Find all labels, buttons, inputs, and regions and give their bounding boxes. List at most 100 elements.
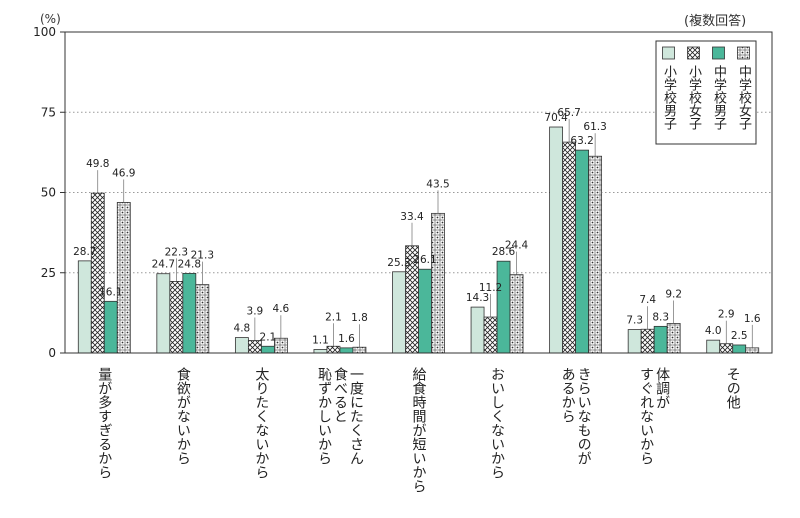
category-label: その他 bbox=[725, 367, 741, 410]
value-label: 2.1 bbox=[325, 311, 342, 323]
bar bbox=[562, 141, 577, 354]
value-labels-layer: 28.7 49.8 16.1 46.9 24.722.324.821.3 4.8 3.9 2.… bbox=[73, 107, 761, 348]
bar bbox=[666, 323, 681, 354]
bar bbox=[418, 268, 432, 354]
category-label: 量が多すぎるから bbox=[96, 367, 112, 479]
y-tick-label: 50 bbox=[41, 186, 56, 200]
bar bbox=[352, 346, 367, 354]
legend-entry: 小学校女子 bbox=[686, 65, 702, 130]
bar bbox=[719, 343, 734, 354]
y-tick-label: 25 bbox=[41, 266, 56, 280]
value-label: 16.1 bbox=[99, 286, 122, 298]
bar bbox=[745, 347, 760, 354]
value-label: 8.3 bbox=[652, 311, 669, 323]
bar bbox=[182, 272, 197, 354]
value-label: 1.8 bbox=[351, 312, 368, 324]
bar bbox=[392, 271, 406, 354]
value-label: 26.1 bbox=[413, 254, 436, 266]
value-label: 9.2 bbox=[665, 288, 682, 300]
category-label: すぐれないから bbox=[638, 367, 654, 465]
bar bbox=[653, 325, 668, 354]
bar bbox=[260, 345, 275, 354]
category-label: 食欲がないから bbox=[175, 366, 191, 465]
value-label: 61.3 bbox=[583, 121, 606, 133]
bar bbox=[588, 155, 603, 354]
value-label: 33.4 bbox=[400, 211, 424, 223]
bar bbox=[313, 349, 328, 354]
bar bbox=[549, 126, 564, 354]
value-label: 24.8 bbox=[178, 258, 201, 270]
bar bbox=[273, 337, 288, 354]
legend-entry: 小学校男子 bbox=[661, 65, 677, 130]
category-label: 一度にたくさん bbox=[348, 367, 364, 465]
y-tick-label: 75 bbox=[41, 105, 56, 119]
value-label: 2.1 bbox=[260, 331, 277, 343]
value-label: 28.7 bbox=[73, 246, 96, 258]
value-label: 21.3 bbox=[191, 250, 214, 262]
category-label: きらいなものが bbox=[576, 367, 592, 465]
value-label: 63.2 bbox=[570, 135, 593, 147]
bar bbox=[339, 347, 354, 354]
bar bbox=[483, 316, 498, 354]
category-label: おいしくないから bbox=[489, 367, 505, 479]
legend-swatch bbox=[662, 46, 675, 60]
value-label: 25.3 bbox=[387, 257, 410, 269]
bar bbox=[640, 328, 655, 354]
y-tick-label: 100 bbox=[33, 25, 56, 39]
value-label: 24.7 bbox=[152, 259, 175, 271]
value-label: 28.6 bbox=[492, 246, 516, 258]
bar bbox=[195, 284, 210, 354]
value-label: 43.5 bbox=[426, 178, 449, 190]
bar bbox=[116, 202, 131, 354]
bar bbox=[234, 337, 249, 354]
bar bbox=[496, 260, 511, 354]
y-unit-label: (%) bbox=[40, 12, 61, 26]
category-labels-layer: 量が多すぎるから 食欲がないから 太りたくないから 一度にたくさん食べると恥ずかしいか… bbox=[96, 366, 740, 493]
category-label: 太りたくないから bbox=[253, 367, 269, 479]
y-tick-label: 0 bbox=[48, 346, 56, 360]
multiple-answer-note: (複数回答) bbox=[684, 14, 747, 29]
value-label: 4.8 bbox=[234, 323, 251, 335]
value-label: 4.0 bbox=[705, 325, 722, 337]
value-label: 24.4 bbox=[505, 240, 529, 252]
value-label: 11.2 bbox=[479, 282, 502, 294]
category-label: 給食時間が短いから bbox=[411, 367, 427, 493]
bar bbox=[90, 192, 105, 354]
legend-swatch bbox=[712, 46, 725, 60]
bar bbox=[77, 260, 92, 354]
bar bbox=[103, 300, 118, 354]
category-label: あるから bbox=[560, 367, 576, 423]
value-label: 7.4 bbox=[639, 294, 656, 306]
value-label: 14.3 bbox=[466, 292, 489, 304]
bar bbox=[431, 212, 445, 354]
bar bbox=[326, 345, 341, 354]
bar bbox=[732, 344, 747, 354]
bar bbox=[509, 274, 524, 354]
category-label: 恥ずかしいから bbox=[316, 367, 332, 465]
bar bbox=[470, 306, 485, 354]
value-label: 3.9 bbox=[247, 305, 264, 317]
legend: 小学校男子 小学校女子 中学校男子 中学校女子 bbox=[655, 40, 757, 145]
value-label: 4.6 bbox=[273, 303, 290, 315]
bar bbox=[706, 339, 721, 354]
bar bbox=[575, 149, 590, 354]
value-label: 1.6 bbox=[744, 313, 761, 325]
value-label: 7.3 bbox=[626, 315, 643, 327]
legend-entry: 中学校男子 bbox=[711, 65, 727, 130]
value-label: 2.9 bbox=[718, 309, 735, 321]
value-label: 1.1 bbox=[312, 334, 329, 346]
value-label: 2.5 bbox=[731, 330, 748, 342]
legend-swatch bbox=[737, 46, 750, 60]
value-label: 65.7 bbox=[557, 107, 580, 119]
value-label: 46.9 bbox=[112, 167, 135, 179]
value-label: 1.6 bbox=[338, 333, 355, 345]
bar bbox=[156, 273, 171, 354]
value-label: 22.3 bbox=[165, 246, 188, 258]
bar bbox=[169, 281, 184, 354]
axis-layer: 0 25 50 75 100 bbox=[33, 25, 773, 360]
category-label: 食べると bbox=[332, 366, 348, 423]
bar bbox=[627, 329, 642, 354]
category-label: 体調が bbox=[654, 367, 670, 409]
